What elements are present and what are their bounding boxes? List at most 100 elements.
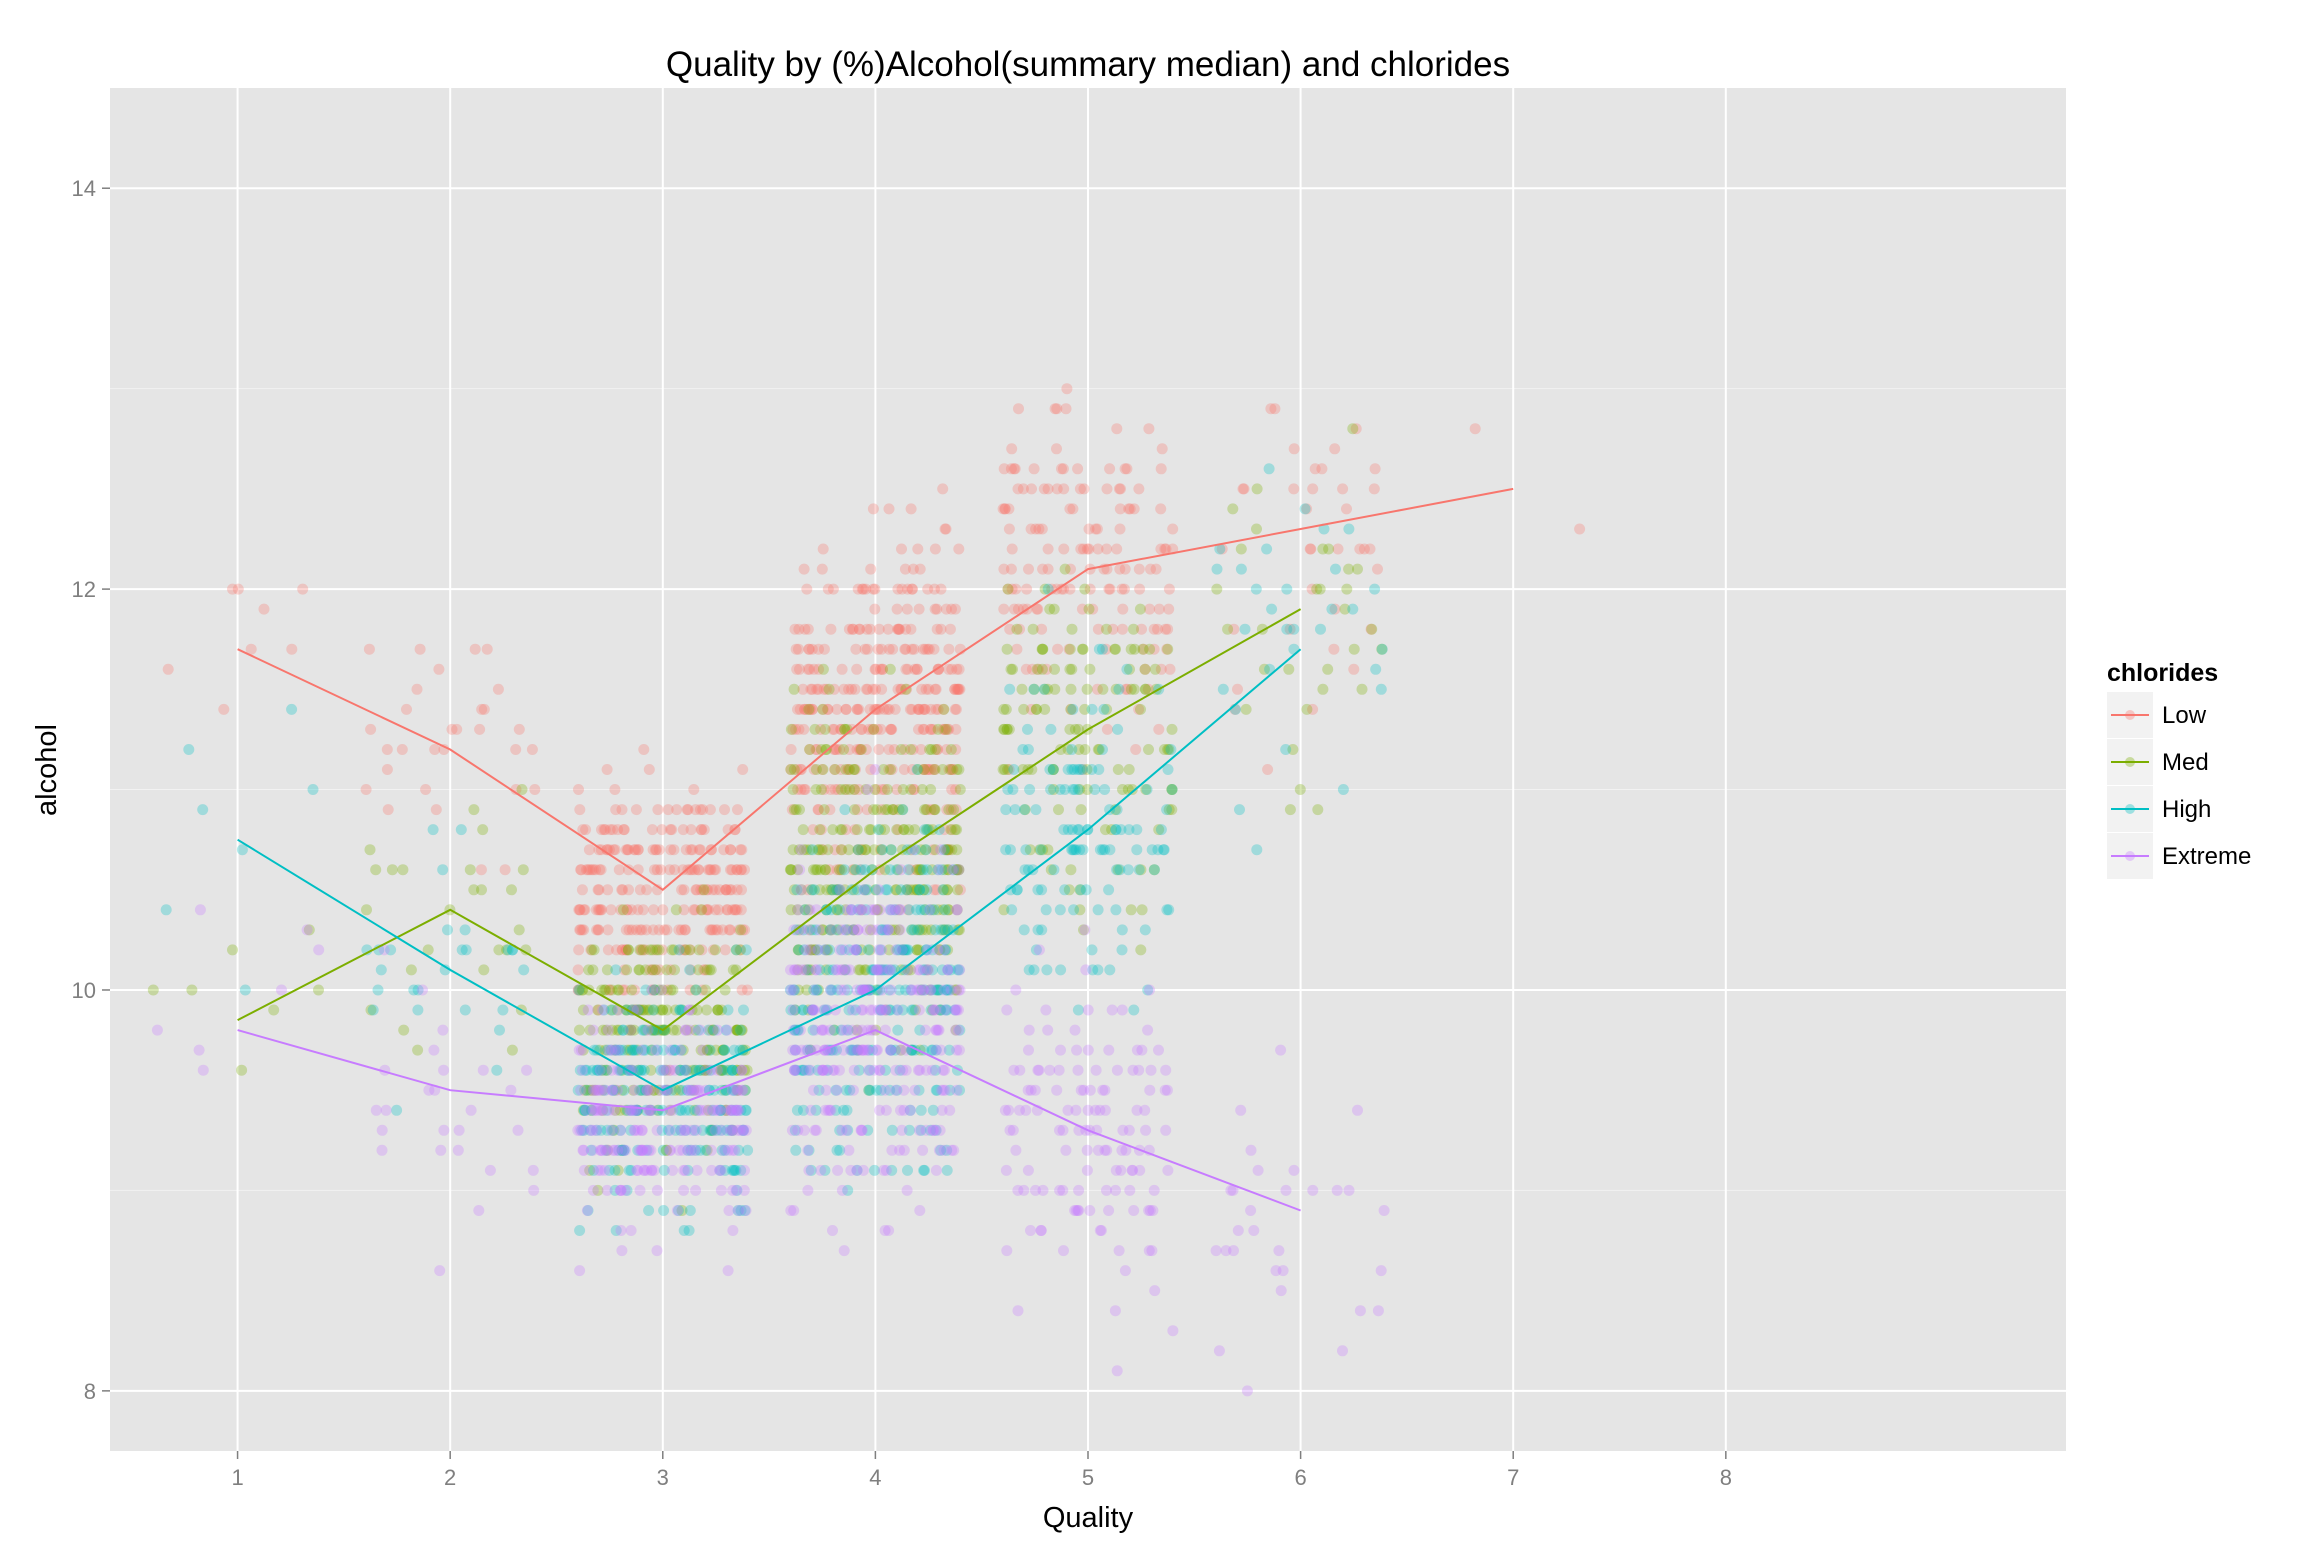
scatter-point: [835, 723, 847, 735]
scatter-point: [792, 904, 804, 916]
scatter-point: [909, 663, 921, 675]
scatter-point: [825, 984, 837, 996]
scatter-point: [915, 984, 927, 996]
scatter-point: [930, 703, 942, 715]
scatter-point: [1101, 543, 1113, 555]
scatter-point: [636, 1084, 648, 1096]
scatter-point: [619, 1184, 631, 1196]
scatter-point: [869, 764, 881, 775]
scatter-point: [919, 844, 931, 856]
scatter-point: [682, 1144, 694, 1156]
scatter-point: [1048, 784, 1060, 795]
scatter-point: [918, 764, 930, 775]
scatter-point: [1341, 503, 1352, 515]
scatter-point: [592, 924, 604, 936]
scatter-point: [833, 864, 845, 876]
scatter-point: [737, 924, 749, 936]
scatter-point: [792, 864, 803, 876]
scatter-point: [862, 1044, 874, 1056]
scatter-point: [900, 623, 912, 635]
scatter-point: [684, 944, 696, 956]
scatter-point: [1109, 1305, 1121, 1317]
scatter-point: [801, 703, 813, 715]
scatter-point: [831, 884, 843, 896]
scatter-point: [598, 1004, 610, 1016]
scatter-point: [789, 1004, 801, 1016]
scatter-point: [939, 1084, 951, 1096]
scatter-point: [589, 1084, 601, 1096]
scatter-point: [734, 1124, 746, 1136]
scatter-point: [736, 1064, 748, 1076]
scatter-point: [1094, 1104, 1106, 1116]
scatter-point: [600, 1144, 612, 1156]
scatter-point: [574, 904, 586, 916]
scatter-point: [926, 1064, 938, 1076]
scatter-point: [816, 844, 828, 856]
scatter-point: [818, 643, 830, 655]
scatter-point: [645, 1144, 657, 1156]
scatter-point: [811, 864, 823, 876]
scatter-point: [1078, 543, 1090, 555]
scatter-point: [845, 1044, 857, 1056]
scatter-point: [1131, 824, 1143, 836]
scatter-point: [730, 1164, 742, 1176]
scatter-point: [945, 824, 957, 836]
scatter-point: [1052, 643, 1064, 655]
scatter-point: [714, 1104, 726, 1116]
scatter-point: [1376, 643, 1388, 655]
scatter-point: [614, 1104, 626, 1116]
scatter-point: [594, 1064, 606, 1076]
scatter-point: [894, 924, 906, 936]
scatter-point: [1116, 1144, 1128, 1156]
scatter-point: [694, 1144, 706, 1156]
scatter-point: [907, 563, 919, 575]
scatter-point: [1117, 784, 1128, 795]
scatter-point: [696, 824, 708, 836]
scatter-point: [641, 1084, 653, 1096]
scatter-point: [1069, 784, 1081, 795]
scatter-point: [601, 964, 613, 976]
scatter-point: [626, 1064, 638, 1076]
scatter-point: [601, 1064, 613, 1076]
scatter-point: [1162, 643, 1174, 655]
scatter-point: [911, 884, 923, 896]
scatter-point: [611, 1084, 623, 1096]
scatter-point: [843, 1004, 855, 1016]
scatter-point: [680, 1104, 691, 1116]
scatter-point: [577, 1124, 589, 1136]
scatter-point: [998, 723, 1010, 735]
scatter-point: [632, 1144, 644, 1156]
scatter-point: [932, 864, 944, 876]
scatter-point: [621, 904, 633, 916]
scatter-point: [607, 824, 619, 836]
scatter-point: [1008, 603, 1020, 615]
scatter-point: [860, 744, 872, 755]
scatter-point: [712, 1004, 724, 1016]
scatter-point: [151, 1024, 163, 1036]
scatter-point: [590, 1084, 602, 1096]
scatter-point: [810, 864, 822, 876]
scatter-point: [915, 864, 927, 876]
scatter-point: [883, 984, 895, 996]
x-tick-label: 1: [231, 1465, 243, 1490]
scatter-point: [829, 844, 841, 856]
scatter-point: [437, 864, 449, 876]
scatter-point: [1002, 764, 1014, 775]
scatter-point: [1004, 623, 1016, 635]
scatter-point: [1031, 663, 1043, 675]
scatter-point: [1100, 643, 1112, 655]
scatter-point: [825, 784, 837, 795]
scatter-point: [609, 784, 621, 795]
scatter-point: [789, 1064, 801, 1076]
scatter-point: [669, 964, 680, 976]
scatter-point: [1167, 523, 1179, 535]
scatter-point: [895, 864, 907, 876]
scatter-point: [620, 944, 632, 956]
scatter-point: [815, 744, 827, 755]
scatter-point: [844, 784, 856, 795]
scatter-point: [814, 964, 826, 976]
scatter-point: [1018, 703, 1030, 715]
scatter-point: [1044, 603, 1056, 615]
scatter-point: [1161, 804, 1173, 816]
scatter-point: [886, 1124, 898, 1136]
